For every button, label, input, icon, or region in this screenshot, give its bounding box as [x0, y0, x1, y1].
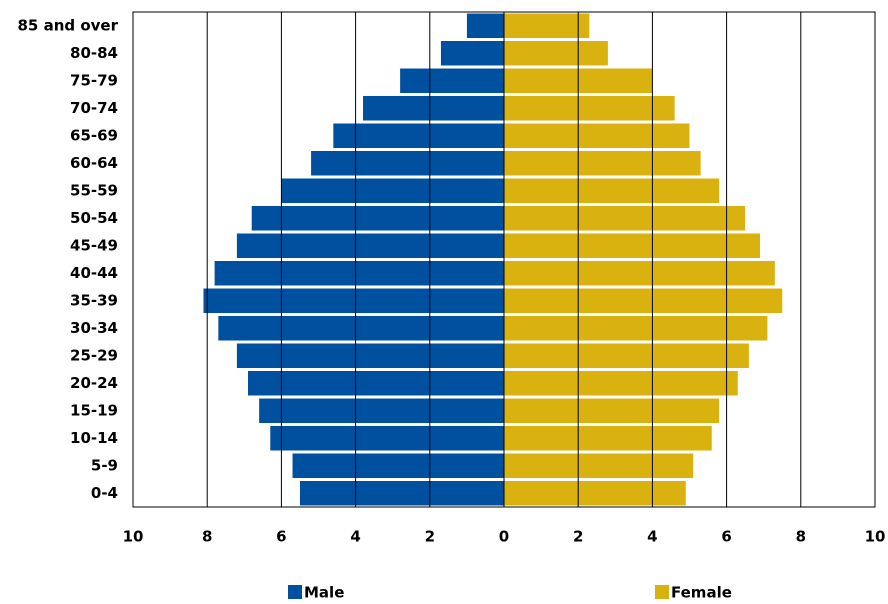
- bar: [504, 398, 720, 423]
- bar: [363, 96, 504, 121]
- x-tick-label: 10: [865, 528, 886, 546]
- bar: [248, 371, 504, 396]
- y-tick-label: 70-74: [70, 99, 118, 117]
- bar: [400, 68, 504, 93]
- y-tick-label: 15-19: [70, 401, 118, 419]
- y-tick-label: 10-14: [70, 429, 118, 447]
- bar: [466, 13, 504, 38]
- x-tick-label: 8: [796, 528, 806, 546]
- bar: [504, 13, 590, 38]
- bar: [504, 233, 760, 258]
- bar: [504, 288, 783, 313]
- x-tick-label: 4: [350, 528, 360, 546]
- bar: [259, 398, 504, 423]
- y-tick-label: 40-44: [70, 264, 118, 282]
- x-tick-label: 2: [425, 528, 435, 546]
- y-tick-label: 50-54: [70, 209, 118, 227]
- bar: [236, 343, 504, 368]
- x-tick-label: 6: [721, 528, 731, 546]
- x-tick-label: 4: [647, 528, 657, 546]
- y-tick-label: 5-9: [91, 456, 118, 474]
- bar: [504, 481, 686, 506]
- bar: [504, 371, 738, 396]
- legend-label: Female: [671, 584, 732, 601]
- y-tick-label: 80-84: [70, 44, 118, 62]
- x-tick-label: 10: [123, 528, 144, 546]
- legend-swatch: [655, 585, 669, 599]
- y-tick-label: 30-34: [70, 319, 118, 337]
- bar: [504, 96, 675, 121]
- plot-frame: [132, 11, 876, 508]
- y-tick-label: 35-39: [70, 291, 118, 309]
- bar: [270, 426, 504, 451]
- bar: [281, 178, 504, 203]
- bar: [214, 261, 504, 286]
- bar: [504, 453, 694, 478]
- x-tick-label: 0: [499, 528, 509, 546]
- y-tick-label: 20-24: [70, 374, 118, 392]
- bar: [504, 123, 690, 148]
- bar: [440, 41, 504, 66]
- x-tick-label: 6: [276, 528, 286, 546]
- y-tick-label: 75-79: [70, 71, 118, 89]
- bar: [292, 453, 504, 478]
- y-tick-label: 25-29: [70, 346, 118, 364]
- y-tick-label: 85 and over: [17, 16, 118, 34]
- bar: [504, 261, 775, 286]
- bar: [203, 288, 505, 313]
- bar: [504, 41, 608, 66]
- y-tick-label: 65-69: [70, 126, 118, 144]
- bar: [504, 316, 768, 341]
- bar: [504, 206, 746, 231]
- bar: [333, 123, 504, 148]
- x-tick-label: 2: [573, 528, 583, 546]
- x-tick-label: 8: [202, 528, 212, 546]
- bar: [311, 151, 504, 176]
- bar: [504, 151, 701, 176]
- legend-label: Male: [304, 584, 344, 601]
- bar: [251, 206, 504, 231]
- y-tick-label: 0-4: [91, 484, 118, 502]
- bar: [504, 178, 720, 203]
- bar: [504, 426, 712, 451]
- bar: [218, 316, 504, 341]
- bar: [299, 481, 504, 506]
- bar: [504, 343, 749, 368]
- bar: [236, 233, 504, 258]
- y-tick-label: 55-59: [70, 181, 118, 199]
- y-tick-label: 60-64: [70, 154, 118, 172]
- y-tick-label: 45-49: [70, 236, 118, 254]
- legend-swatch: [288, 585, 302, 599]
